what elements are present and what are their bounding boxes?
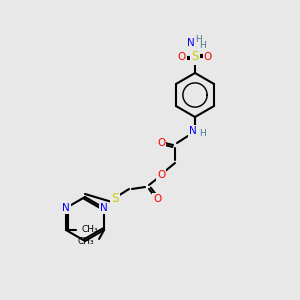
Text: O: O <box>157 138 165 148</box>
Text: S: S <box>191 50 199 64</box>
Text: H: H <box>199 128 206 137</box>
Text: N: N <box>189 126 197 136</box>
Text: H: H <box>199 41 206 50</box>
Text: O: O <box>204 52 212 62</box>
Text: N: N <box>100 203 108 213</box>
Text: CH₃: CH₃ <box>77 238 94 247</box>
Text: O: O <box>178 52 186 62</box>
Text: N: N <box>62 203 70 213</box>
Text: H: H <box>195 35 201 44</box>
Text: N: N <box>187 38 195 48</box>
Text: S: S <box>111 193 119 206</box>
Text: O: O <box>153 194 161 204</box>
Text: O: O <box>157 170 165 180</box>
Text: CH₃: CH₃ <box>82 226 99 235</box>
